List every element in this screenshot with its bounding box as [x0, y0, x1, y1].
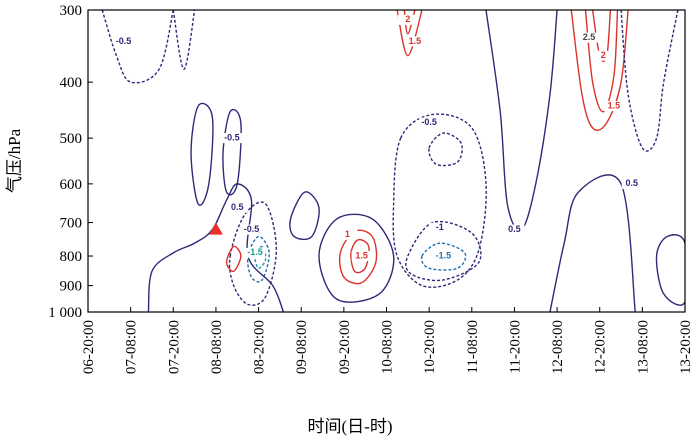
x-tick-label: 07-20:00	[166, 320, 182, 374]
contour-line	[420, 242, 467, 271]
contour-label-bg	[419, 117, 440, 128]
y-tick-label: 300	[60, 3, 83, 19]
contour-line	[289, 191, 320, 241]
contour-label: 1.5	[355, 250, 368, 260]
y-tick-label: 800	[60, 249, 83, 265]
contour-label-bg	[433, 251, 454, 262]
contour-label-bg	[579, 32, 600, 43]
contour-line	[222, 108, 242, 196]
contour-label: 2	[405, 14, 410, 24]
contour-label: 1	[345, 229, 350, 239]
x-tick-label: 11-20:00	[507, 320, 523, 374]
contour-label: 2.5	[583, 32, 596, 42]
contour-line	[246, 235, 270, 283]
x-tick-label: 06-20:00	[81, 320, 97, 374]
contour-line	[101, 10, 174, 84]
contour-label-bg	[113, 36, 134, 47]
x-tick-label: 13-20:00	[678, 320, 694, 374]
contour-line	[318, 213, 395, 303]
contour-label-bg	[221, 133, 242, 144]
x-tick-label: 08-08:00	[209, 320, 225, 374]
contour-label: 0.5	[508, 224, 521, 234]
contour-label-bg	[593, 50, 614, 61]
contour-label-bg	[504, 224, 525, 235]
marker-triangle	[208, 222, 223, 235]
x-tick-label: 08-20:00	[252, 320, 268, 374]
y-tick-label: 600	[60, 177, 83, 193]
contour-line	[228, 201, 278, 306]
contour-label-bg	[603, 101, 624, 112]
contour-line	[405, 220, 482, 282]
contour-label: -0.5	[224, 133, 240, 143]
contour-line	[549, 174, 636, 312]
contour-label: -1	[436, 222, 444, 232]
contour-line	[172, 10, 196, 70]
x-tick-label: 09-20:00	[337, 320, 353, 374]
x-tick-label: 12-20:00	[593, 320, 609, 374]
contour-label: -0.5	[116, 36, 132, 46]
x-tick-label: 11-08:00	[465, 320, 481, 374]
y-tick-label: 1 000	[48, 305, 82, 321]
x-tick-label: 09-08:00	[294, 320, 310, 374]
contour-label-bg	[337, 229, 358, 240]
y-tick-label: 400	[60, 75, 83, 91]
contour-label: -1.5	[247, 247, 263, 257]
contour-label-bg	[429, 222, 450, 233]
contour-label-bg	[245, 247, 266, 258]
contour-line	[392, 113, 487, 288]
contour-label-bg	[351, 251, 372, 262]
contour-label: 0.5	[231, 202, 244, 212]
plot-area: -0.5 -0.5 0.5 -0.5 -1.5 1 1.5 -0.5 -1 -1.5 0.5 0.5 2…	[101, 10, 685, 312]
contour-line	[428, 132, 463, 167]
contour-line	[254, 245, 267, 269]
contour-line	[147, 183, 285, 312]
y-tick-label: 500	[60, 131, 83, 147]
contour-line	[190, 102, 214, 206]
contour-line	[570, 10, 629, 131]
x-tick-label: 13-08:00	[635, 320, 651, 374]
contour-label-bg	[404, 36, 425, 47]
contour-label: 1.5	[608, 100, 621, 110]
x-tick-label: 10-20:00	[422, 320, 438, 374]
contour-line	[655, 234, 685, 306]
contour-label: -1.5	[436, 250, 452, 260]
contour-label: 2	[601, 50, 606, 60]
contour-line	[225, 245, 242, 273]
contour-line	[485, 10, 558, 231]
x-tick-label: 07-08:00	[124, 320, 140, 374]
contour-label-bg	[241, 224, 262, 235]
x-tick-label: 10-08:00	[380, 320, 396, 374]
y-tick-label: 700	[60, 216, 83, 232]
contour-label-bg	[397, 14, 418, 25]
x-tick-label: 12-08:00	[550, 320, 566, 374]
contour-line	[620, 10, 679, 152]
x-axis-title: 时间(日-时)	[308, 417, 393, 436]
y-tick-label: 900	[60, 279, 83, 295]
contour-label: 0.5	[625, 178, 638, 188]
y-axis-title: 气压/hPa	[5, 128, 24, 193]
contour-label: 1.5	[409, 36, 422, 46]
contour-label: -0.5	[244, 224, 260, 234]
contour-label: -0.5	[421, 117, 437, 127]
contour-line	[584, 10, 619, 113]
contour-label-bg	[621, 178, 642, 189]
contour-label-bg	[227, 202, 248, 213]
